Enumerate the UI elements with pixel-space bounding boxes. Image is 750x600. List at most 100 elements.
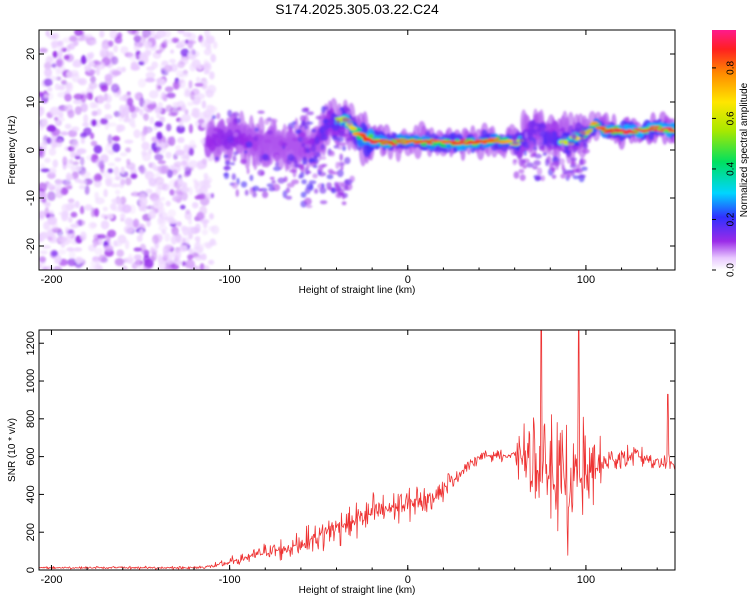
spectrogram-scatter-blob bbox=[240, 181, 248, 188]
spectrogram-noise-blob bbox=[98, 160, 105, 169]
spectrogram-scatter-blob bbox=[260, 171, 265, 176]
colorbar: 0.0 0.2 0.4 0.6 0.8 Normalized spectral ampl… bbox=[712, 30, 750, 277]
spectrogram-noise-blob bbox=[121, 204, 132, 214]
spectrogram-scatter-blob bbox=[540, 175, 546, 182]
spectrogram-noise-blob bbox=[194, 242, 200, 250]
spectrogram-noise-blob bbox=[136, 235, 143, 242]
colorbar-tick-label: 0.2 bbox=[726, 212, 737, 226]
spectrogram-noise-blob bbox=[184, 109, 189, 115]
spectrogram-noise-blob bbox=[139, 228, 144, 237]
spectrogram-scatter-blob bbox=[564, 145, 570, 149]
spectrogram-noise-blob bbox=[192, 144, 197, 149]
spectrogram-noise-blob bbox=[188, 80, 193, 89]
spectrogram-ridge-blob bbox=[389, 142, 396, 145]
spectrogram-noise-blob bbox=[133, 218, 140, 228]
spectrogram-noise-blob bbox=[192, 202, 199, 209]
spectrogram-ridge-blob bbox=[449, 140, 457, 142]
spectrogram-noise-blob bbox=[70, 223, 80, 229]
spectrogram-noise-blob bbox=[164, 244, 173, 251]
spectrogram-scatter-blob bbox=[580, 133, 585, 142]
spectrogram-scatter-blob bbox=[532, 146, 538, 151]
spectrogram-noise-blob bbox=[43, 221, 50, 231]
spectrogram-noise-blob bbox=[166, 123, 172, 132]
spectrogram-scatter-blob bbox=[547, 132, 555, 139]
spectrogram-scatter-blob bbox=[567, 170, 572, 178]
spectrogram-noise-blob bbox=[89, 101, 97, 109]
spectrogram-noise-blob bbox=[155, 49, 163, 54]
spectrogram-noise-blob bbox=[125, 227, 134, 234]
spectrogram-noise-blob bbox=[141, 141, 150, 151]
y-tick-label: 20 bbox=[25, 48, 37, 60]
spectrogram-scatter-blob bbox=[223, 154, 229, 158]
spectrogram-noise-blob bbox=[187, 32, 197, 41]
spectrogram-scatter-blob bbox=[269, 176, 275, 180]
spectrogram-scatter-blob bbox=[344, 157, 351, 165]
spectrogram-noise-blob bbox=[103, 245, 114, 252]
spectrogram-noise-blob bbox=[189, 91, 195, 101]
spectrogram-scatter-blob bbox=[528, 140, 535, 148]
spectrogram-noise-blob bbox=[50, 250, 58, 257]
spectrogram-ridge-blob bbox=[611, 128, 621, 131]
spectrogram-noise-blob bbox=[44, 67, 53, 78]
spectrogram-noise-blob bbox=[194, 256, 203, 261]
spectrogram-noise-blob bbox=[163, 39, 168, 45]
spectrogram-noise-blob bbox=[111, 83, 120, 93]
spectrogram-scatter-blob bbox=[293, 159, 298, 168]
spectrogram-noise-blob bbox=[89, 39, 97, 45]
spectrogram-scatter-blob bbox=[341, 201, 347, 206]
spectrogram-scatter-blob bbox=[230, 162, 235, 166]
spectrogram-noise-blob bbox=[79, 205, 85, 215]
spectrogram-scatter-blob bbox=[533, 160, 541, 166]
spectrogram-noise-blob bbox=[124, 217, 133, 226]
spectrogram-noise-blob bbox=[124, 239, 130, 250]
spectrogram-noise-blob bbox=[54, 83, 60, 91]
spectrogram-noise-blob bbox=[57, 50, 63, 58]
spectrogram-noise-blob bbox=[165, 200, 171, 207]
spectrogram-noise-blob bbox=[67, 109, 75, 119]
spectrogram-noise-blob bbox=[207, 156, 214, 162]
spectrogram-noise-blob bbox=[84, 33, 93, 39]
spectrogram-noise-blob bbox=[154, 121, 163, 128]
spectrogram-noise-blob bbox=[125, 147, 131, 153]
spectrogram-noise-blob bbox=[165, 151, 172, 159]
spectrogram-scatter-blob bbox=[344, 179, 353, 185]
x-tick-label: 100 bbox=[577, 274, 595, 286]
spectrogram-scatter-blob bbox=[545, 158, 550, 167]
spectrogram-noise-blob bbox=[47, 92, 54, 100]
spectrogram-noise-blob bbox=[43, 78, 53, 87]
spectrogram-noise-blob bbox=[72, 61, 82, 68]
spectrogram-noise-blob bbox=[191, 112, 197, 117]
colorbar-gradient bbox=[712, 30, 736, 270]
figure-title: S174.2025.305.03.22.C24 bbox=[275, 1, 439, 17]
spectrogram-scatter-blob bbox=[245, 141, 253, 149]
spectrogram-scatter-blob bbox=[336, 110, 342, 117]
y-tick-label: 400 bbox=[25, 485, 37, 503]
spectrogram-noise-blob bbox=[63, 182, 73, 188]
spectrogram-noise-blob bbox=[155, 82, 162, 92]
spectrogram-noise-blob bbox=[157, 160, 166, 165]
spectrogram-noise-blob bbox=[67, 216, 73, 223]
spectrogram-noise-blob bbox=[143, 102, 148, 112]
spectrogram-noise-blob bbox=[133, 129, 141, 139]
spectrogram-noise-blob bbox=[164, 265, 173, 270]
spectrogram-scatter-blob bbox=[579, 158, 587, 165]
spectrogram-noise-blob bbox=[166, 258, 175, 265]
colorbar-tick-label: 0.8 bbox=[726, 61, 737, 75]
spectrogram-scatter-blob bbox=[317, 167, 324, 173]
x-tick-label: -200 bbox=[40, 574, 62, 586]
spectrogram-scatter-blob bbox=[572, 175, 580, 180]
spectrogram-noise-blob bbox=[40, 168, 50, 173]
spectrogram-noise-blob bbox=[96, 94, 105, 105]
spectrogram-scatter-blob bbox=[227, 136, 234, 144]
spectrogram-scatter-blob bbox=[581, 148, 590, 154]
y-tick-label: 1200 bbox=[25, 331, 37, 355]
spectrogram-noise-blob bbox=[120, 166, 125, 174]
spectrogram-scatter-blob bbox=[512, 159, 517, 166]
x-tick-label: -100 bbox=[219, 274, 241, 286]
spectrogram-ridge-blob bbox=[359, 133, 367, 138]
spectrogram-ridge-blob bbox=[449, 132, 457, 142]
spectrogram-scatter-blob bbox=[342, 133, 349, 138]
x-tick-label: -100 bbox=[219, 574, 241, 586]
spectrogram-noise-blob bbox=[148, 178, 157, 186]
spectrogram-noise-blob bbox=[88, 82, 98, 90]
